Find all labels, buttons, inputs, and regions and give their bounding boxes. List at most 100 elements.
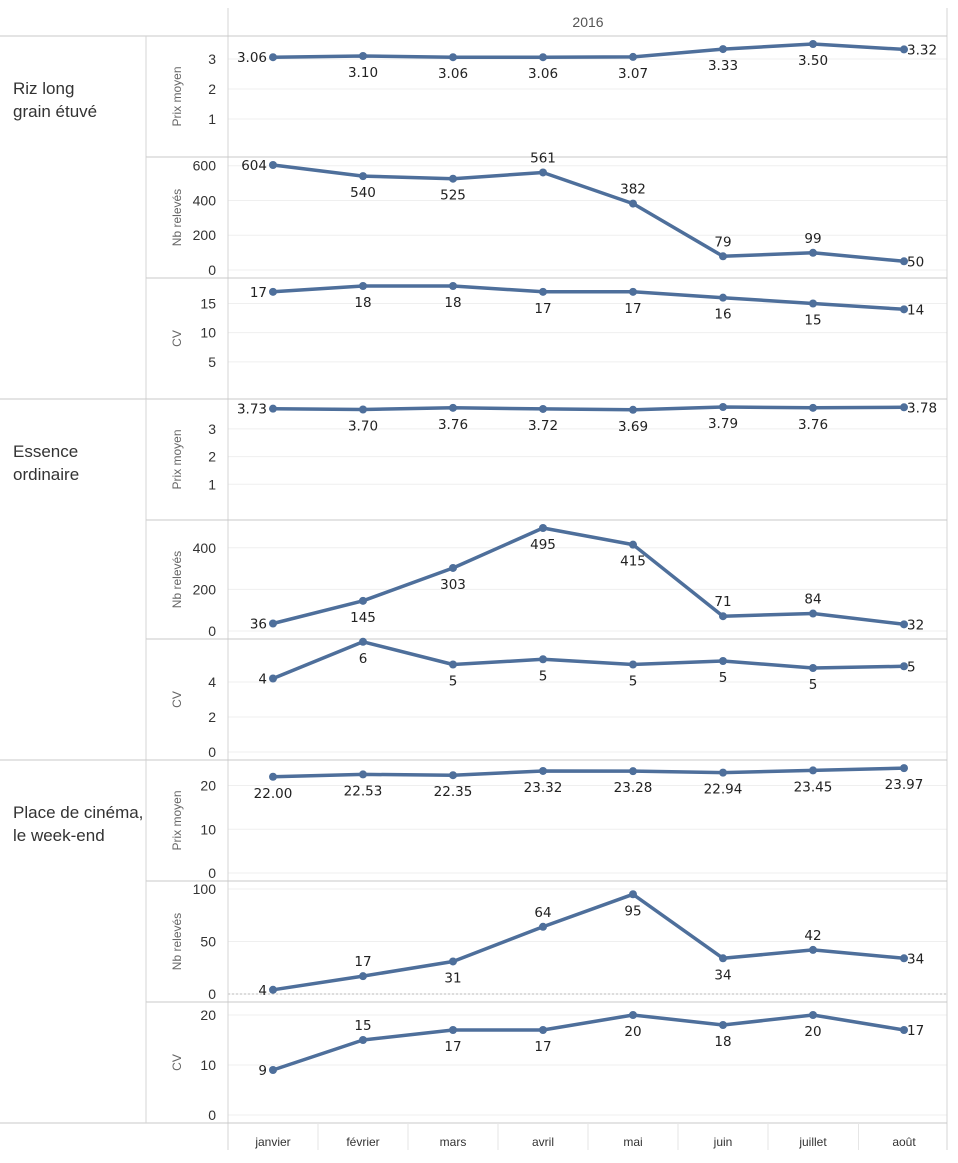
data-label: 3.76	[438, 417, 468, 433]
data-point	[539, 1026, 547, 1034]
data-point	[809, 664, 817, 672]
x-tick-label: août	[892, 1135, 916, 1149]
data-point	[809, 766, 817, 775]
gridlines	[228, 58, 947, 1116]
y-tick-label: 1	[208, 111, 216, 127]
y-tick-label: 20	[200, 778, 216, 794]
y-tick-label: 50	[200, 934, 216, 950]
y-tick-label: 400	[193, 540, 217, 556]
data-label: 17	[250, 285, 267, 301]
data-point	[629, 199, 637, 208]
data-point	[629, 287, 637, 296]
data-label: 3.72	[528, 418, 558, 434]
data-label: 84	[804, 592, 821, 608]
data-label: 23.32	[524, 780, 563, 796]
row-label-line: Place de cinéma,	[13, 803, 143, 822]
data-point	[269, 674, 277, 683]
x-tick-label: mars	[440, 1135, 467, 1149]
data-point	[900, 954, 908, 963]
data-point	[359, 172, 367, 181]
row-labels: Riz long grain étuvé Essence ordinaire Place…	[13, 79, 143, 845]
data-label: 18	[354, 295, 371, 311]
y-tick-label: 0	[208, 865, 216, 881]
data-point	[269, 985, 277, 994]
series-line	[271, 42, 906, 59]
data-point	[809, 609, 817, 618]
data-label: 3.10	[348, 65, 378, 81]
data-point	[359, 770, 367, 779]
data-label: 17	[534, 1039, 551, 1055]
data-point	[900, 305, 908, 314]
data-label: 3.70	[348, 418, 378, 434]
y-axis-title: Prix moyen	[170, 66, 184, 126]
data-label: 71	[714, 594, 731, 610]
y-tick-label: 0	[208, 623, 216, 639]
data-label: 20	[804, 1024, 821, 1040]
y-tick-label: 10	[200, 821, 216, 837]
y-tick-label: 0	[208, 262, 216, 278]
data-point	[539, 524, 547, 532]
data-label: 15	[804, 313, 821, 329]
data-point	[719, 403, 727, 411]
x-axis: janvier février mars avril mai juin juillet aoû…	[254, 1123, 916, 1150]
data-point	[719, 293, 727, 302]
data-label: 5	[809, 677, 818, 693]
data-point	[539, 404, 547, 413]
y-tick-label: 2	[208, 81, 216, 97]
data-point	[449, 957, 457, 966]
data-point	[449, 1026, 457, 1034]
data-point	[809, 1011, 817, 1019]
x-tick-label: janvier	[254, 1135, 290, 1149]
data-point	[539, 655, 547, 664]
row-label-line: Essence	[13, 442, 78, 461]
data-point	[359, 637, 367, 646]
data-point	[900, 1026, 908, 1034]
data-label: 34	[714, 967, 731, 983]
data-label: 495	[530, 537, 556, 553]
data-point	[449, 174, 457, 183]
y-axis-title: CV	[170, 330, 184, 347]
data-point	[719, 252, 727, 261]
data-point	[359, 1036, 367, 1044]
row-label-line: ordinaire	[13, 465, 79, 484]
column-header-year: 2016	[572, 14, 603, 30]
series-line	[271, 526, 906, 627]
data-label: 14	[907, 302, 924, 318]
y-tick-label: 2	[208, 449, 216, 465]
chart-frame	[0, 8, 948, 1150]
data-label: 42	[804, 928, 821, 944]
data-label: 15	[354, 1018, 371, 1034]
data-points	[269, 40, 908, 1074]
y-tick-label: 400	[193, 192, 217, 208]
data-point	[629, 660, 637, 669]
data-label: 561	[530, 150, 556, 166]
y-axis-title: Nb relevés	[170, 551, 184, 608]
row-label-line: le week-end	[13, 826, 105, 845]
data-label: 3.78	[907, 400, 937, 416]
y-tick-label: 600	[193, 158, 217, 174]
data-label: 18	[444, 295, 461, 311]
y-axis-title: CV	[170, 691, 184, 708]
x-tick-label: avril	[532, 1135, 554, 1149]
series-line	[271, 405, 906, 412]
data-point	[449, 53, 457, 62]
y-tick-label: 10	[200, 325, 216, 341]
data-label: 31	[444, 970, 461, 986]
data-label: 382	[620, 182, 646, 198]
data-point	[269, 619, 277, 628]
series-line	[271, 284, 906, 312]
row-label-line: grain étuvé	[13, 102, 97, 121]
y-axis-title: Nb relevés	[170, 189, 184, 246]
data-label: 17	[907, 1023, 924, 1039]
y-tick-label: 15	[200, 296, 216, 312]
data-point	[449, 660, 457, 669]
data-point	[900, 764, 908, 773]
data-label: 22.35	[434, 784, 473, 800]
series-line	[271, 1013, 906, 1072]
data-label: 5	[907, 659, 916, 675]
data-label: 22.53	[344, 783, 383, 799]
data-label: 17	[624, 301, 641, 317]
data-point	[449, 771, 457, 780]
data-point	[719, 768, 727, 777]
data-label: 4	[258, 672, 267, 688]
